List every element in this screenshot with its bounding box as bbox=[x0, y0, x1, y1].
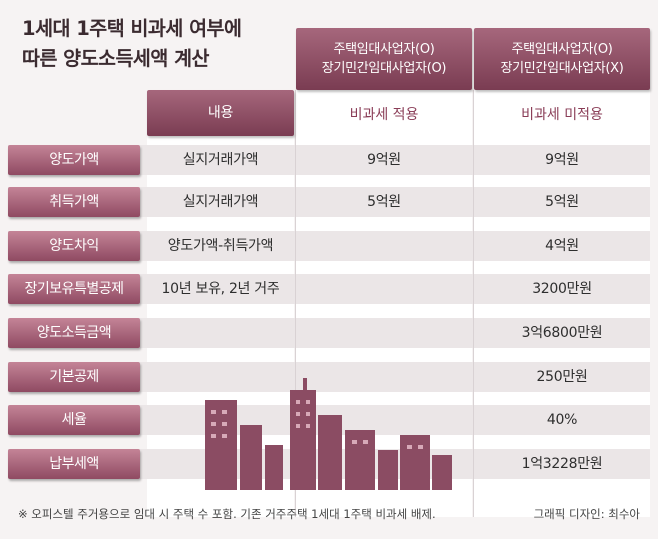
header-content: 내용 bbox=[147, 90, 294, 136]
row-label: 양도소득금액 bbox=[8, 318, 140, 348]
cell-content bbox=[147, 362, 294, 392]
city-skyline-illustration bbox=[205, 378, 452, 490]
column-divider bbox=[473, 90, 474, 517]
row-label: 취득가액 bbox=[8, 187, 140, 217]
cell-case2: 4억원 bbox=[545, 238, 579, 254]
cell-case1 bbox=[296, 231, 472, 261]
building bbox=[205, 400, 237, 490]
credit: 그래픽 디자인: 최수아 bbox=[533, 507, 640, 521]
cell-case1: 5억원 bbox=[367, 194, 401, 210]
header-case2: 주택임대사업자(O) 장기민간임대사업자(X) bbox=[474, 28, 650, 90]
cell-case2: 3200만원 bbox=[532, 281, 592, 297]
title-line1: 1세대 1주택 비과세 여부에 bbox=[22, 17, 242, 40]
case2-status: 비과세 미적용 bbox=[521, 107, 603, 123]
cell-content: 양도가액-취득가액 bbox=[167, 238, 274, 254]
header-case2-line2: 장기민간임대사업자(X) bbox=[500, 61, 624, 76]
cell-content: 실지거래가액 bbox=[182, 194, 259, 210]
antenna bbox=[303, 378, 307, 392]
header-case2-line1: 주택임대사업자(O) bbox=[511, 42, 613, 57]
cell-content: 실지거래가액 bbox=[182, 152, 259, 168]
row-label: 양도차익 bbox=[8, 231, 140, 261]
cell-case1 bbox=[296, 362, 472, 392]
row-label: 기본공제 bbox=[8, 362, 140, 392]
cell-case2: 1억3228만원 bbox=[521, 456, 603, 472]
cell-case2: 250만원 bbox=[536, 369, 588, 385]
row-label: 장기보유특별공제 bbox=[8, 274, 140, 304]
header-content-label: 내용 bbox=[207, 104, 234, 121]
page-title: 1세대 1주택 비과세 여부에 따른 양도소득세액 계산 bbox=[22, 14, 292, 74]
cell-case2: 40% bbox=[546, 412, 578, 428]
cell-case2: 9억원 bbox=[545, 152, 579, 168]
building bbox=[240, 425, 262, 490]
header-case1-line2: 장기민간임대사업자(O) bbox=[321, 61, 447, 76]
row-label: 납부세액 bbox=[8, 449, 140, 479]
cell-content bbox=[147, 449, 294, 479]
cell-case1 bbox=[296, 405, 472, 435]
cell-content: 10년 보유, 2년 거주 bbox=[161, 281, 280, 297]
row-label: 세율 bbox=[8, 405, 140, 435]
cell-case1 bbox=[296, 318, 472, 348]
cell-content bbox=[147, 318, 294, 348]
header-case1: 주택임대사업자(O) 장기민간임대사업자(O) bbox=[296, 28, 472, 90]
building bbox=[400, 435, 430, 490]
cell-case2: 3억6800만원 bbox=[521, 325, 603, 341]
case1-status: 비과세 적용 bbox=[349, 107, 419, 123]
footnote: ※ 오피스텔 주거용으로 임대 시 주택 수 포함. 기존 거주주택 1세대 1… bbox=[18, 507, 436, 521]
column-divider bbox=[295, 90, 296, 517]
cell-case1 bbox=[296, 274, 472, 304]
building bbox=[265, 445, 283, 490]
cell-case1 bbox=[296, 449, 472, 479]
building bbox=[290, 390, 316, 490]
cell-case1: 9억원 bbox=[367, 152, 401, 168]
cell-content bbox=[147, 405, 294, 435]
building bbox=[318, 415, 342, 490]
row-label: 양도가액 bbox=[8, 145, 140, 175]
building bbox=[432, 455, 452, 490]
title-line2: 따른 양도소득세액 계산 bbox=[22, 47, 209, 70]
building bbox=[378, 450, 398, 490]
header-case1-line1: 주택임대사업자(O) bbox=[333, 42, 435, 57]
building bbox=[345, 430, 375, 490]
cell-case2: 5억원 bbox=[545, 194, 579, 210]
